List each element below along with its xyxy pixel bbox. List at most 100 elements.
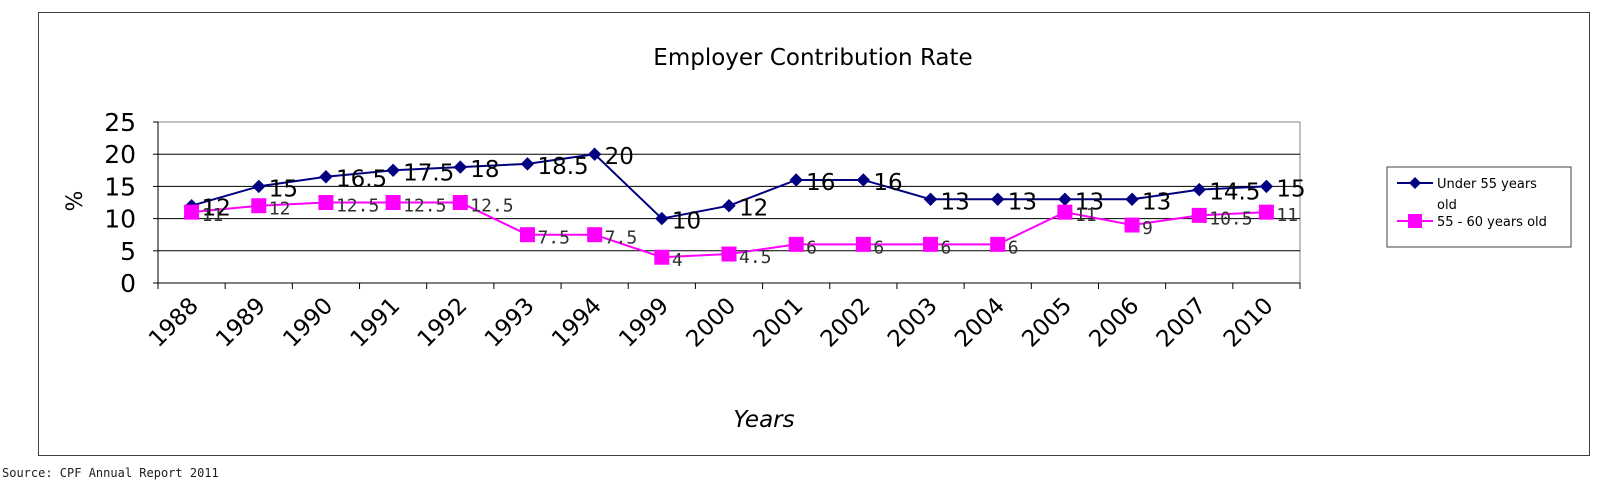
legend: Under 55 years old 55 - 60 years old bbox=[1386, 166, 1572, 248]
data-label: 13 bbox=[1075, 189, 1104, 215]
data-label: 9 bbox=[1142, 218, 1153, 239]
data-point bbox=[251, 198, 267, 214]
data-point bbox=[318, 195, 334, 210]
x-tick-label: 1989 bbox=[211, 293, 271, 353]
data-point bbox=[990, 236, 1006, 252]
data-label: 4 bbox=[672, 250, 683, 271]
data-point bbox=[722, 199, 736, 213]
data-label: 12.5 bbox=[336, 196, 379, 217]
x-tick-label: 1993 bbox=[480, 293, 540, 353]
data-point bbox=[587, 147, 602, 161]
data-point bbox=[1124, 217, 1140, 233]
data-point bbox=[386, 163, 400, 178]
x-tick-label: 2001 bbox=[749, 293, 809, 353]
source-note: Source: CPF Annual Report 2011 bbox=[2, 466, 219, 480]
data-label: 11 bbox=[1075, 205, 1097, 226]
y-tick-label: 25 bbox=[104, 108, 136, 137]
data-label: 12.5 bbox=[470, 196, 513, 217]
x-tick-label: 1991 bbox=[346, 293, 406, 353]
x-tick-label: 1990 bbox=[278, 293, 338, 353]
data-label: 15 bbox=[1276, 176, 1305, 202]
data-point bbox=[856, 173, 871, 187]
data-point bbox=[520, 157, 535, 171]
data-label: 15 bbox=[269, 176, 298, 202]
data-point bbox=[452, 195, 468, 210]
data-label: 12 bbox=[202, 196, 231, 222]
data-label: 6 bbox=[1008, 237, 1019, 258]
data-label: 12.5 bbox=[403, 196, 446, 217]
x-tick-label: 1999 bbox=[614, 293, 674, 353]
y-tick-label: 10 bbox=[104, 205, 136, 234]
data-point bbox=[587, 227, 603, 243]
data-point bbox=[1258, 204, 1274, 220]
data-point bbox=[319, 170, 333, 184]
data-point bbox=[252, 179, 266, 194]
data-point bbox=[1192, 182, 1206, 197]
data-point bbox=[654, 249, 670, 265]
data-point bbox=[519, 227, 535, 243]
x-tick-label: 1992 bbox=[413, 293, 473, 353]
data-label: 18 bbox=[470, 157, 499, 183]
x-tick-label: 2006 bbox=[1085, 293, 1145, 353]
x-tick-label: 2000 bbox=[681, 293, 741, 353]
data-point bbox=[184, 204, 200, 220]
data-label: 11 bbox=[1276, 205, 1298, 226]
data-label: 12 bbox=[269, 199, 291, 220]
x-tick-label: 1994 bbox=[547, 293, 607, 353]
data-point bbox=[1057, 204, 1073, 220]
x-tick-label: 2010 bbox=[1219, 293, 1279, 353]
data-point bbox=[1191, 207, 1207, 223]
data-label: 6 bbox=[941, 237, 952, 258]
data-point bbox=[721, 246, 737, 262]
x-axis-label: Years bbox=[733, 407, 794, 433]
data-label: 17.5 bbox=[403, 160, 454, 186]
data-point bbox=[789, 173, 803, 187]
legend-marker bbox=[1408, 214, 1422, 228]
data-label: 11 bbox=[202, 205, 224, 226]
data-label: 16.5 bbox=[336, 167, 387, 193]
data-label: 13 bbox=[1008, 189, 1037, 215]
legend-label: Under 55 years old bbox=[1437, 177, 1537, 213]
data-point bbox=[855, 236, 871, 252]
data-point bbox=[923, 236, 939, 252]
data-label: 6 bbox=[806, 237, 817, 258]
data-point bbox=[453, 160, 468, 174]
data-point bbox=[923, 192, 938, 206]
data-point bbox=[1125, 192, 1139, 206]
data-label: 16 bbox=[806, 170, 835, 196]
y-tick-label: 15 bbox=[104, 172, 136, 201]
x-tick-label: 2004 bbox=[950, 293, 1010, 353]
data-label: 7.5 bbox=[537, 228, 570, 249]
data-label: 13 bbox=[941, 189, 970, 215]
chart-title: Employer Contribution Rate bbox=[653, 45, 972, 71]
data-point bbox=[655, 211, 669, 226]
data-label: 7.5 bbox=[605, 228, 638, 249]
y-axis-label: % bbox=[63, 191, 88, 212]
data-point bbox=[788, 236, 804, 252]
y-tick-label: 5 bbox=[120, 237, 136, 266]
y-tick-label: 20 bbox=[104, 140, 136, 169]
data-label: 4.5 bbox=[739, 247, 772, 268]
x-tick-label: 2003 bbox=[883, 293, 943, 353]
x-tick-label: 2002 bbox=[816, 293, 876, 353]
x-tick-label: 1988 bbox=[144, 293, 204, 353]
data-label: 14.5 bbox=[1209, 180, 1260, 206]
data-point bbox=[1259, 179, 1274, 194]
legend-label: 55 - 60 years old bbox=[1437, 215, 1547, 230]
data-label: 20 bbox=[605, 144, 634, 170]
x-tick-label: 2007 bbox=[1152, 293, 1212, 353]
data-label: 13 bbox=[1142, 189, 1171, 215]
data-point bbox=[385, 195, 401, 210]
data-label: 18.5 bbox=[537, 154, 588, 180]
data-point bbox=[990, 192, 1005, 206]
series-group bbox=[184, 147, 1274, 265]
y-tick-label: 0 bbox=[120, 269, 136, 298]
data-label: 10.5 bbox=[1209, 208, 1252, 229]
data-label: 6 bbox=[873, 237, 884, 258]
data-label: 12 bbox=[739, 196, 768, 222]
data-label: 10 bbox=[672, 209, 701, 235]
x-tick-label: 2005 bbox=[1017, 293, 1077, 353]
data-label: 16 bbox=[873, 170, 902, 196]
